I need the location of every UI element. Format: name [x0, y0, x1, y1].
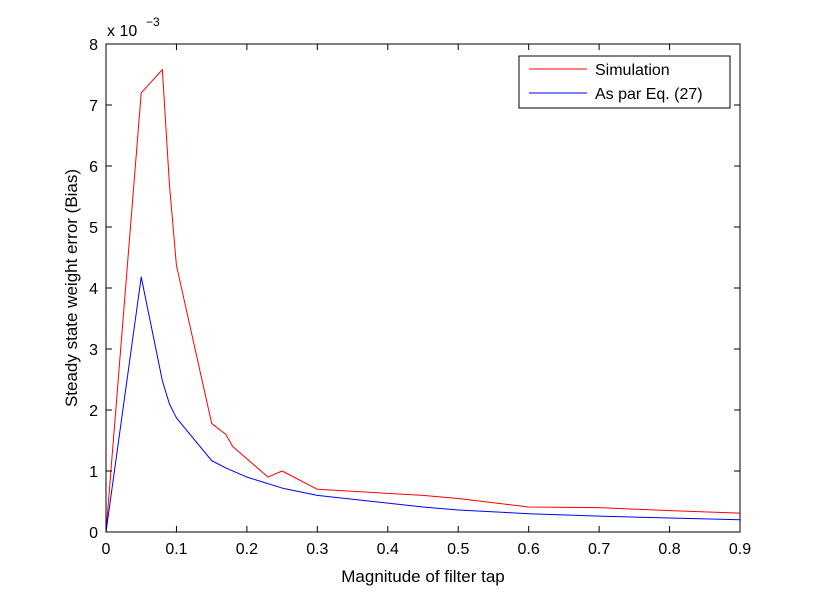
x-tick-label: 0.3 [306, 541, 328, 558]
x-tick-label: 0.1 [165, 541, 187, 558]
plot-background [106, 44, 740, 532]
legend-label-equation: As par Eq. (27) [595, 86, 703, 103]
y-multiplier-base: x 10 [107, 23, 137, 40]
x-tick-label: 0.9 [729, 541, 751, 558]
y-tick-label: 4 [89, 281, 98, 298]
x-tick-label: 0.4 [377, 541, 399, 558]
x-tick-label: 0.6 [518, 541, 540, 558]
tick-layer: 0 0.1 0.2 0.3 0.4 0.5 0.6 0.7 0.8 0.9 0 1 2 3 4 5 6 7 8 [89, 37, 751, 558]
x-tick-label: 0.5 [447, 541, 469, 558]
series-layer [105, 69, 741, 533]
x-tick-label: 0.2 [236, 541, 258, 558]
legend-label-simulation: Simulation [595, 62, 670, 79]
y-tick-label: 1 [89, 464, 98, 481]
y-tick-label: 5 [89, 220, 98, 237]
series-line-as-par-eq-27 [105, 276, 741, 533]
y-tick-label: 6 [89, 159, 98, 176]
y-tick-label: 0 [89, 525, 98, 542]
x-tick-label: 0.7 [588, 541, 610, 558]
x-axis-label: Magnitude of filter tap [341, 567, 504, 586]
y-tick-label: 7 [89, 98, 98, 115]
y-multiplier-exponent: −3 [146, 15, 160, 29]
x-tick-label: 0.8 [658, 541, 680, 558]
series-line-simulation [105, 69, 741, 533]
legend: Simulation As par Eq. (27) [518, 55, 731, 109]
y-multiplier: x 10 −3 [107, 15, 160, 40]
y-tick-label: 3 [89, 342, 98, 359]
y-tick-label: 2 [89, 403, 98, 420]
x-tick-label: 0 [102, 541, 111, 558]
y-axis-label: Steady state weight error (Bias) [62, 169, 81, 407]
y-tick-label: 8 [89, 37, 98, 54]
legend-box [518, 55, 731, 109]
